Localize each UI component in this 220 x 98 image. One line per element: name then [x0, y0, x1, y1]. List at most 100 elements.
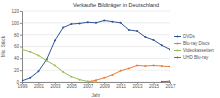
point: [153, 64, 155, 66]
x-axis-title: Jahr: [92, 93, 101, 98]
series-markers: [22, 48, 97, 83]
point: [22, 80, 23, 82]
y-tick: 20: [14, 68, 22, 73]
series-line: [162, 81, 170, 82]
point: [169, 66, 170, 68]
point: [128, 67, 130, 69]
plot-area: [22, 19, 170, 83]
x-tick-label: 2001: [34, 84, 45, 89]
point: [169, 48, 170, 50]
y-tick-mark: [20, 11, 22, 12]
series-line: [22, 49, 96, 82]
point: [62, 27, 64, 29]
legend-marker: [177, 43, 179, 45]
point: [95, 79, 97, 81]
y-tick-label: 20: [14, 68, 20, 73]
point: [70, 23, 72, 25]
x-tick: 2009: [100, 82, 111, 89]
legend-swatch: [174, 36, 181, 37]
legend-label: DVDs: [183, 34, 196, 39]
legend-swatch: [174, 57, 181, 58]
legend-marker: [177, 57, 179, 59]
grid: [22, 11, 170, 82]
y-tick-mark: [20, 35, 22, 36]
x-tick-label: 2009: [100, 84, 111, 89]
y-tick: 80: [14, 33, 22, 38]
y-axis: 0 20 40 60 80 100 120: [11, 9, 22, 85]
legend-swatch: [174, 43, 181, 44]
point: [22, 48, 23, 50]
y-tick-label: 40: [14, 56, 20, 61]
series-markers: [161, 80, 170, 82]
point: [161, 44, 163, 46]
point: [87, 21, 89, 23]
point: [87, 81, 89, 83]
x-tick: 2001: [34, 82, 45, 89]
x-tick: 2015: [149, 82, 160, 89]
grid-line: [22, 11, 170, 12]
point: [54, 64, 56, 66]
series-line: [88, 65, 170, 81]
point: [111, 21, 113, 23]
legend: DVDs Blu-ray Discs Videokassetten UHD Blu-r…: [174, 34, 214, 60]
point: [70, 76, 72, 78]
point: [62, 71, 64, 73]
y-tick-label: 80: [14, 33, 20, 38]
x-axis: 1999200120032005200720092011201320152017: [17, 82, 176, 89]
x-tick-label: 2005: [67, 84, 78, 89]
point: [37, 54, 39, 56]
y-tick-label: 0: [16, 80, 19, 85]
point: [103, 19, 105, 21]
point: [37, 70, 39, 72]
point: [169, 80, 170, 82]
chart: 1999200120032005200720092011201320152017…: [0, 0, 220, 98]
point: [79, 79, 81, 81]
point: [87, 80, 89, 82]
point: [144, 65, 146, 67]
y-tick: 100: [11, 21, 22, 26]
x-tick: 2011: [116, 82, 126, 89]
grid-line: [22, 34, 170, 35]
point: [29, 51, 31, 53]
x-tick-label: 2015: [149, 84, 160, 89]
point: [95, 22, 97, 24]
x-tick-label: 2011: [116, 84, 126, 89]
point: [144, 36, 146, 38]
point: [79, 22, 81, 24]
point: [120, 22, 122, 24]
point: [95, 81, 97, 83]
point: [153, 39, 155, 41]
legend-marker: [177, 36, 179, 38]
x-tick: 2013: [133, 82, 144, 89]
legend-label: Videokassetten: [183, 48, 214, 53]
y-tick: 40: [14, 56, 22, 61]
y-axis-line: [20, 12, 23, 83]
x-tick: 2007: [83, 82, 94, 89]
x-tick-label: 1999: [17, 84, 28, 89]
legend-swatch: [174, 50, 181, 51]
y-tick-label: 120: [11, 9, 19, 14]
y-tick-mark: [20, 70, 22, 71]
y-tick-mark: [20, 82, 22, 83]
legend-label: Blu-ray Discs: [183, 41, 210, 46]
y-tick: 60: [14, 44, 22, 49]
point: [161, 81, 163, 83]
y-tick-mark: [20, 58, 22, 59]
x-tick: 2003: [50, 82, 61, 89]
y-tick-mark: [20, 23, 22, 24]
y-tick: 0: [16, 80, 22, 85]
point: [103, 77, 105, 79]
series-line: [22, 20, 170, 80]
point: [120, 70, 122, 72]
grid-line: [22, 22, 170, 23]
x-tick-label: 2007: [83, 84, 94, 89]
legend-label: UHD Blu-ray: [183, 55, 209, 60]
y-tick: 120: [11, 9, 22, 14]
x-tick: 1999: [17, 82, 28, 89]
legend-marker: [177, 50, 179, 52]
point: [136, 64, 138, 66]
grid-line: [22, 46, 170, 47]
title: Verkaufte Bildträger in Deutschland: [73, 2, 159, 8]
point: [29, 77, 31, 79]
point: [128, 29, 130, 31]
